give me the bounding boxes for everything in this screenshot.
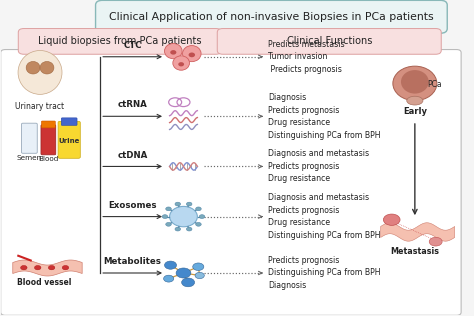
FancyBboxPatch shape	[21, 123, 37, 153]
Ellipse shape	[189, 52, 195, 57]
FancyBboxPatch shape	[61, 118, 77, 125]
Circle shape	[383, 214, 400, 225]
Ellipse shape	[173, 56, 190, 70]
Text: Semen: Semen	[17, 155, 42, 161]
FancyBboxPatch shape	[18, 28, 221, 54]
Circle shape	[196, 222, 201, 226]
Text: Urine: Urine	[58, 138, 80, 144]
Text: Metabolites: Metabolites	[104, 257, 162, 266]
Circle shape	[176, 268, 191, 278]
Circle shape	[429, 237, 442, 246]
Ellipse shape	[18, 51, 62, 94]
Circle shape	[196, 207, 201, 211]
Ellipse shape	[407, 96, 423, 105]
Circle shape	[48, 265, 55, 270]
Text: Urinary tract: Urinary tract	[16, 102, 64, 111]
Text: Distinguishing PCa from BPH: Distinguishing PCa from BPH	[268, 269, 381, 277]
FancyBboxPatch shape	[58, 121, 80, 158]
Text: Clinical Application of non-invasive Biopsies in PCa patients: Clinical Application of non-invasive Bio…	[109, 12, 434, 21]
Text: Drug resistance: Drug resistance	[268, 218, 330, 227]
Text: Early: Early	[403, 107, 427, 116]
Text: Diagnosis: Diagnosis	[268, 281, 306, 290]
Text: Drug resistance: Drug resistance	[268, 118, 330, 127]
Circle shape	[162, 215, 168, 218]
Text: Clinical Functions: Clinical Functions	[287, 36, 372, 46]
Circle shape	[166, 222, 171, 226]
Circle shape	[175, 202, 181, 206]
Circle shape	[175, 227, 181, 231]
Text: PCa: PCa	[428, 81, 442, 89]
Ellipse shape	[40, 61, 54, 74]
Text: Liquid biopsies from PCa patients: Liquid biopsies from PCa patients	[38, 36, 202, 46]
Text: CTC: CTC	[123, 41, 142, 50]
Circle shape	[20, 265, 27, 270]
Text: ctDNA: ctDNA	[118, 150, 148, 160]
Text: Predicts prognosis: Predicts prognosis	[268, 256, 339, 265]
Text: Blood vessel: Blood vessel	[18, 278, 72, 287]
Text: Blood: Blood	[38, 156, 59, 162]
Circle shape	[35, 265, 41, 270]
Circle shape	[199, 215, 205, 218]
Circle shape	[186, 202, 192, 206]
Text: Drug resistance: Drug resistance	[268, 174, 330, 184]
Text: Diagnosis and metastasis: Diagnosis and metastasis	[268, 193, 369, 202]
Text: Distinguishing PCa from BPH: Distinguishing PCa from BPH	[268, 231, 381, 240]
FancyBboxPatch shape	[41, 125, 56, 155]
Ellipse shape	[401, 70, 429, 94]
Circle shape	[166, 207, 171, 211]
Text: Distinguishing PCa from BPH: Distinguishing PCa from BPH	[268, 131, 381, 140]
Ellipse shape	[170, 206, 197, 227]
Ellipse shape	[182, 46, 201, 62]
Text: Diagnosis and metastasis: Diagnosis and metastasis	[268, 149, 369, 158]
Text: Predicts prognosis: Predicts prognosis	[268, 106, 339, 114]
Ellipse shape	[164, 44, 182, 59]
Text: Exosomes: Exosomes	[109, 201, 157, 210]
FancyBboxPatch shape	[217, 28, 441, 54]
Ellipse shape	[170, 50, 176, 55]
FancyBboxPatch shape	[0, 50, 461, 315]
Circle shape	[182, 278, 195, 287]
FancyBboxPatch shape	[41, 121, 55, 128]
Text: Tumor invasion: Tumor invasion	[268, 52, 328, 61]
FancyBboxPatch shape	[96, 0, 447, 33]
Ellipse shape	[26, 61, 40, 74]
Text: Predicts metastasis: Predicts metastasis	[268, 40, 345, 49]
Circle shape	[164, 261, 176, 269]
Text: Predicts prognosis: Predicts prognosis	[268, 65, 342, 74]
Text: Diagnosis: Diagnosis	[268, 93, 306, 102]
Circle shape	[193, 263, 204, 270]
Text: Predicts prognosis: Predicts prognosis	[268, 162, 339, 171]
Text: Predicts prognosis: Predicts prognosis	[268, 206, 339, 215]
Text: ctRNA: ctRNA	[118, 100, 147, 109]
Circle shape	[195, 272, 204, 279]
Text: Metastasis: Metastasis	[391, 247, 439, 256]
Circle shape	[186, 227, 192, 231]
Circle shape	[164, 275, 174, 282]
Ellipse shape	[178, 62, 184, 66]
Ellipse shape	[393, 66, 437, 100]
Circle shape	[62, 265, 69, 270]
